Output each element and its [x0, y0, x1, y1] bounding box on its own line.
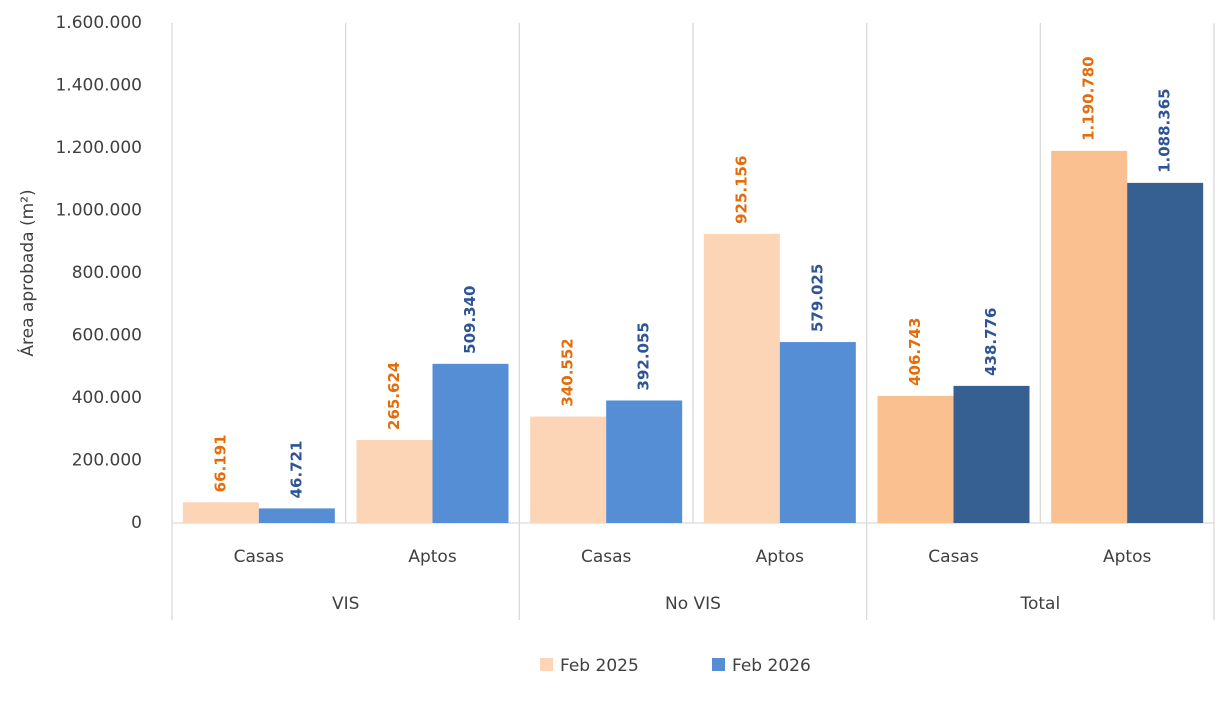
- y-tick-label: 1.600.000: [55, 13, 142, 33]
- value-label: 46.721: [287, 441, 305, 499]
- value-label: 340.552: [559, 338, 577, 406]
- y-axis-label: Área aprobada (m²): [16, 189, 38, 356]
- y-tick-label: 600.000: [72, 326, 142, 346]
- bar: [1127, 182, 1204, 524]
- bar: [703, 233, 780, 524]
- value-label: 66.191: [211, 434, 229, 492]
- x-tick-label: Casas: [234, 547, 285, 567]
- legend-label: Feb 2026: [732, 656, 811, 676]
- value-label: 579.025: [808, 264, 826, 332]
- value-label: 392.055: [635, 322, 653, 390]
- y-tick-label: 400.000: [72, 388, 142, 408]
- group-label: Total: [1019, 594, 1060, 614]
- value-label: 438.776: [982, 308, 1000, 376]
- value-label: 1.088.365: [1156, 88, 1174, 172]
- y-tick-label: 1.000.000: [55, 201, 142, 221]
- bar: [432, 363, 509, 523]
- value-label: 406.743: [906, 318, 924, 386]
- x-tick-label: Aptos: [408, 547, 456, 567]
- bar: [258, 508, 335, 523]
- bar: [606, 400, 683, 523]
- x-tick-label: Aptos: [1103, 547, 1151, 567]
- legend-swatch: [712, 658, 725, 671]
- legend-label: Feb 2025: [560, 656, 639, 676]
- bar: [356, 439, 433, 523]
- y-tick-label: 800.000: [72, 263, 142, 283]
- value-label: 1.190.780: [1080, 56, 1098, 140]
- value-label: 265.624: [385, 362, 403, 430]
- bar: [877, 395, 954, 523]
- value-label: 509.340: [461, 286, 479, 354]
- y-tick-label: 0: [131, 513, 142, 533]
- bar: [182, 502, 259, 523]
- y-tick-label: 200.000: [72, 451, 142, 471]
- bar: [953, 385, 1030, 523]
- bar: [779, 342, 856, 523]
- group-label: No VIS: [665, 594, 721, 614]
- x-tick-label: Aptos: [756, 547, 804, 567]
- x-tick-label: Casas: [581, 547, 632, 567]
- value-label: 925.156: [732, 156, 750, 224]
- legend-swatch: [540, 658, 553, 671]
- group-label: VIS: [332, 594, 359, 614]
- bar: [530, 416, 607, 523]
- y-tick-label: 1.400.000: [55, 76, 142, 96]
- y-tick-label: 1.200.000: [55, 138, 142, 158]
- bar: [1051, 150, 1128, 523]
- x-tick-label: Casas: [928, 547, 979, 567]
